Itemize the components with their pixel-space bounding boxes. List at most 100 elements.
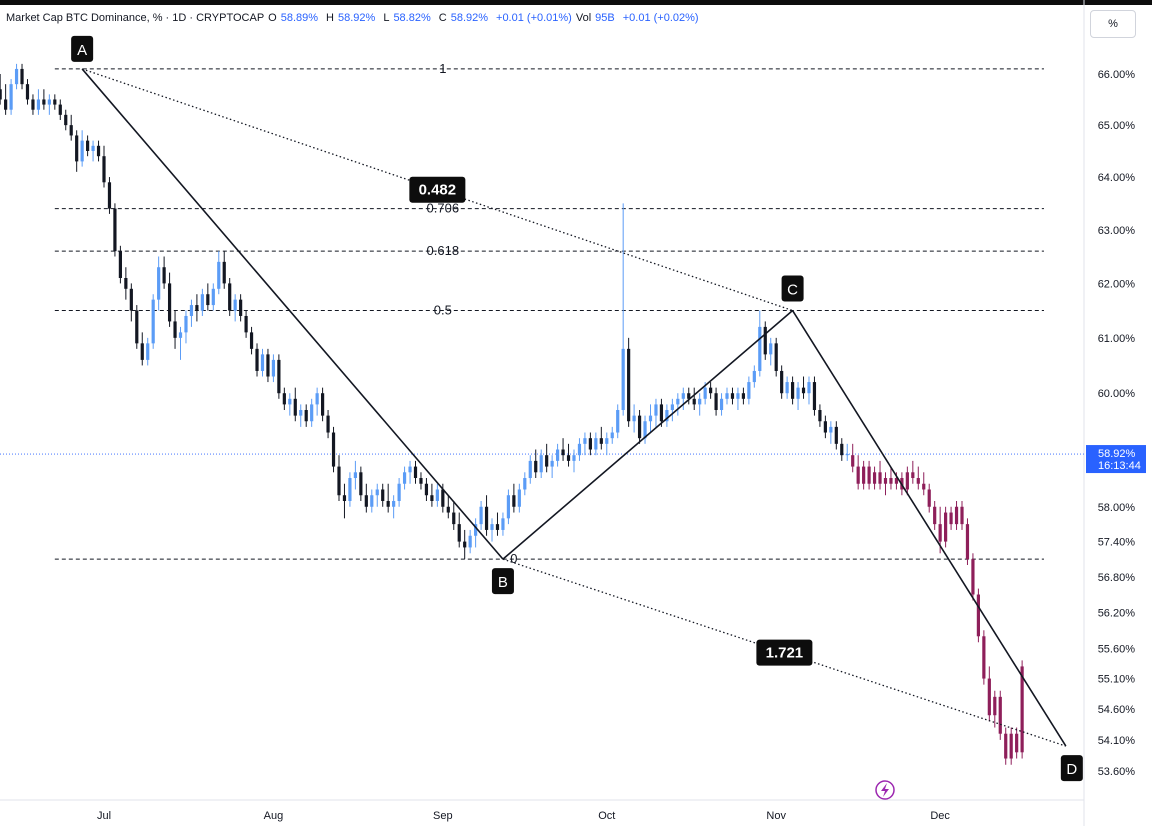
candle-body xyxy=(763,326,767,355)
candle-body xyxy=(375,489,379,496)
legend-high: H 58.92% xyxy=(326,12,376,24)
candle-body xyxy=(75,135,79,162)
candle-body xyxy=(102,156,106,183)
y-tick-label: 60.00% xyxy=(1098,388,1136,400)
pattern-leg-line xyxy=(81,68,504,560)
projection-body xyxy=(922,483,926,490)
candle-body xyxy=(643,421,647,439)
candle-body xyxy=(293,398,297,416)
candle-body xyxy=(435,489,439,501)
candle-body xyxy=(747,382,751,399)
percent-scale-button[interactable]: % xyxy=(1090,10,1136,38)
candle-body xyxy=(228,283,232,311)
projection-body xyxy=(1004,733,1008,759)
candle-body xyxy=(299,410,303,416)
pattern-point-label: D xyxy=(1066,761,1077,778)
pattern-point-c: C xyxy=(781,275,804,302)
last-price-countdown: 16:13:44 xyxy=(1098,460,1141,472)
candle-body xyxy=(321,393,325,416)
projection-body xyxy=(933,506,937,525)
candle-body xyxy=(468,535,472,548)
candle-body xyxy=(659,404,664,422)
candle-body xyxy=(25,84,30,100)
fib-level-label: 0 xyxy=(510,551,517,566)
candle-body xyxy=(326,415,330,433)
projection-body xyxy=(911,472,915,479)
candle-body xyxy=(53,99,57,105)
candle-body xyxy=(539,455,543,473)
lightning-icon-circle xyxy=(875,780,895,800)
candle-body xyxy=(572,455,576,461)
fib-level-label: 1 xyxy=(439,61,446,76)
candle-body xyxy=(621,348,625,411)
candle-body xyxy=(397,483,401,501)
candle-body xyxy=(665,410,669,422)
candle-body xyxy=(479,506,483,525)
candle-body xyxy=(244,315,248,333)
pattern-point-label: A xyxy=(77,42,87,59)
candle-body xyxy=(424,483,429,496)
candle-body xyxy=(692,398,696,405)
candle-body xyxy=(463,541,467,548)
pattern-leg-line xyxy=(791,310,1067,747)
candle-body xyxy=(752,370,756,383)
candle-body xyxy=(184,315,188,333)
pattern-point-label: C xyxy=(787,282,798,299)
candle-body xyxy=(583,438,587,444)
candle-body xyxy=(315,393,319,405)
candle-body xyxy=(206,294,210,306)
candle-body xyxy=(348,478,352,501)
candle-body xyxy=(408,466,412,473)
candle-body xyxy=(840,443,844,456)
candle-body xyxy=(96,145,101,157)
candle-body xyxy=(353,472,357,479)
last-price-value: 58.92% xyxy=(1098,448,1136,460)
candle-body xyxy=(566,455,571,461)
candle-body xyxy=(545,455,549,467)
candle-body xyxy=(91,145,95,151)
lightning-icon[interactable] xyxy=(875,780,895,800)
legend-close: C 58.92% xyxy=(438,12,489,24)
candle-body xyxy=(288,398,292,405)
projection-body xyxy=(872,472,877,484)
projection-body xyxy=(987,678,991,716)
candle-body xyxy=(523,478,527,490)
candle-body xyxy=(14,68,19,85)
projection-body xyxy=(862,466,866,484)
candle-body xyxy=(474,524,478,536)
candle-body xyxy=(605,438,609,444)
candle-body xyxy=(64,114,68,126)
projection-body xyxy=(998,696,1002,734)
legend-open: O 58.89% xyxy=(268,12,319,24)
candle-body xyxy=(528,460,532,479)
legend-title[interactable]: Market Cap BTC Dominance, % · 1D · CRYPT… xyxy=(6,12,265,24)
last-price-tag-bg xyxy=(1086,445,1146,474)
projection-body xyxy=(878,472,882,484)
ratio-label-bd: 1.721 xyxy=(756,639,813,666)
y-tick-label: 56.20% xyxy=(1098,607,1136,619)
candle-body xyxy=(719,398,724,411)
candle-body xyxy=(304,410,308,422)
ratio-label-bg xyxy=(409,176,466,203)
candle-body xyxy=(20,68,24,85)
legend-volume-change: +0.01 (+0.02%) xyxy=(622,12,699,24)
candle-body xyxy=(211,288,215,306)
candle-body xyxy=(550,460,554,467)
projection-body xyxy=(1009,733,1013,759)
y-tick-label: 66.00% xyxy=(1098,69,1136,81)
candle-body xyxy=(599,438,603,444)
top-border xyxy=(0,0,1152,5)
candle-body xyxy=(616,410,620,433)
projection-body xyxy=(851,455,855,467)
candle-body xyxy=(823,421,827,433)
candle-body xyxy=(260,354,265,371)
candle-body xyxy=(173,321,177,338)
candle-body xyxy=(790,382,795,399)
candle-body xyxy=(0,89,2,100)
candle-body xyxy=(736,393,740,399)
candle-body xyxy=(217,261,221,289)
pattern-point-d: D xyxy=(1060,755,1083,782)
ratio-label-text: 1.721 xyxy=(766,645,804,662)
y-tick-label: 54.60% xyxy=(1098,704,1136,716)
